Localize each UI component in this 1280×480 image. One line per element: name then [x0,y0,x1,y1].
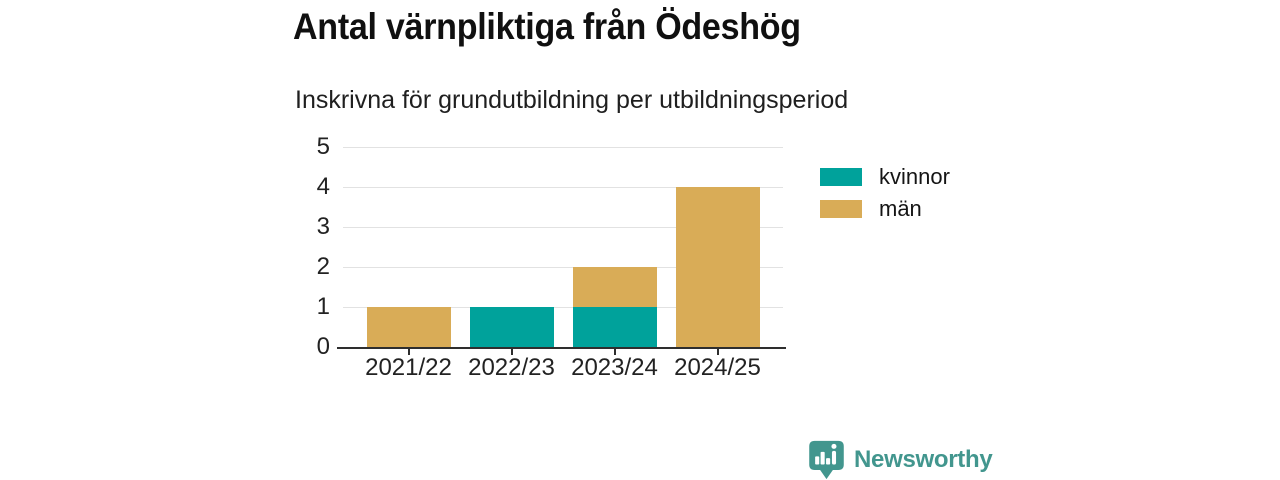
bar-segment-män [572,267,657,307]
y-tick-label: 0 [316,333,330,360]
bar-segment-män [366,307,451,347]
gridline [343,227,783,228]
chart-title: Antal värnpliktiga från Ödeshög [293,6,801,47]
y-tick-label: 3 [316,213,330,240]
x-tick [510,347,513,355]
bar-group [675,187,760,347]
chart-subtitle: Inskrivna för grundutbildning per utbild… [295,86,849,114]
legend-label: män [879,196,922,221]
x-tick-label: 2021/22 [365,354,452,381]
gridline [343,267,783,268]
bar-segment-kvinnor [469,307,554,347]
gridline [343,307,783,308]
x-tick-label: 2023/24 [571,354,658,381]
legend: kvinnor män [820,161,950,225]
x-tick [407,347,410,355]
y-tick-label: 1 [316,293,330,320]
x-tick-label: 2024/25 [674,354,761,381]
bar-segment-kvinnor [572,307,657,347]
legend-swatch [820,200,862,218]
x-axis-line [337,347,786,349]
x-tick [716,347,719,355]
y-axis: 0 1 2 3 4 5 [280,133,330,360]
newsworthy-logo-icon [809,440,844,480]
bar-group [469,307,554,347]
y-tick-label: 2 [316,253,330,280]
gridline [343,187,783,188]
x-tick [613,347,616,355]
brand-label: Newsworthy [854,446,993,473]
legend-swatch [820,168,862,186]
bar-group [572,267,657,347]
plot-area: 2021/22 2022/23 2023/24 2024/25 [337,147,786,381]
bar-segment-män [675,187,760,347]
gridline [343,147,783,148]
legend-item: män [820,193,950,225]
x-tick-label: 2022/23 [468,354,555,381]
legend-label: kvinnor [879,164,950,189]
bar-group [366,307,451,347]
y-tick-label: 5 [316,133,330,160]
y-tick-label: 4 [316,173,330,200]
legend-item: kvinnor [820,161,950,193]
brand-footer: Newsworthy [808,440,993,480]
